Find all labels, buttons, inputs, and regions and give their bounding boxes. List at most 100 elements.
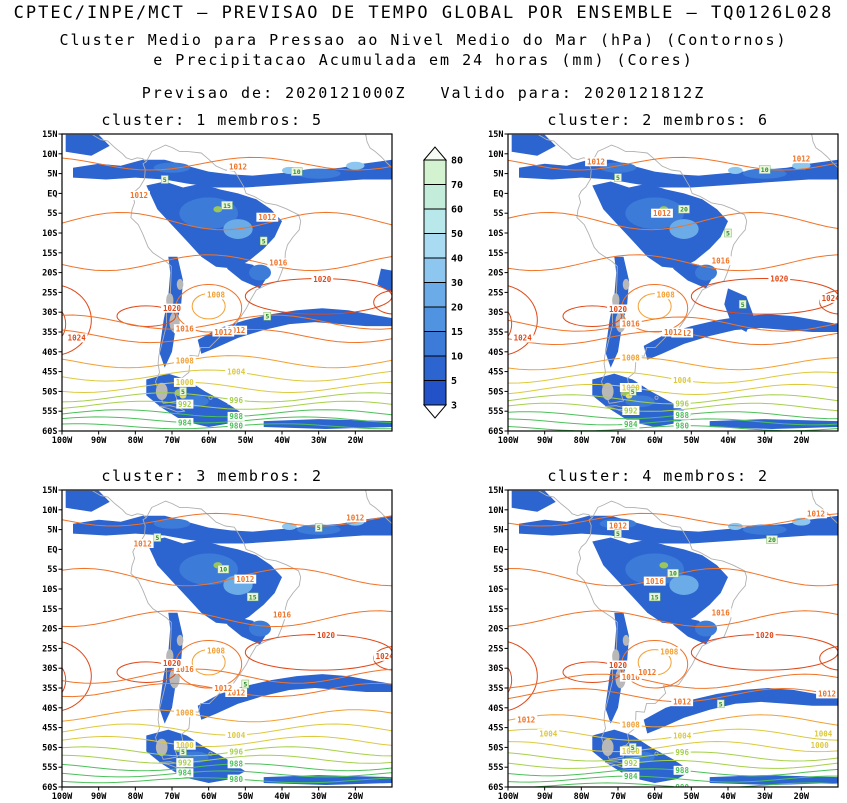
lon-tick-label: 80W — [574, 436, 590, 446]
lat-tick-label: 15S — [488, 605, 503, 615]
lat-tick-label: 5N — [47, 170, 57, 180]
plot-subtitle-2: e Precipitacao Acumulada em 24 horas (mm… — [153, 51, 694, 69]
lon-tick-label: 50W — [684, 792, 700, 802]
lat-tick-label: 10S — [42, 585, 57, 595]
lat-tick-label: 25S — [488, 288, 503, 298]
svg-text:1004: 1004 — [227, 731, 246, 740]
svg-text:10: 10 — [761, 166, 769, 174]
lat-tick-label: EQ — [47, 189, 57, 199]
lon-tick-label: 90W — [537, 792, 553, 802]
lat-tick-label: EQ — [493, 545, 503, 555]
svg-text:5: 5 — [243, 681, 247, 689]
svg-text:5: 5 — [741, 301, 745, 309]
lat-tick-label: 10N — [42, 506, 57, 516]
svg-text:996: 996 — [229, 747, 243, 756]
colorbar-segment — [423, 331, 447, 357]
lat-tick-label: 20S — [488, 269, 503, 279]
lat-tick-label: 30S — [488, 308, 503, 318]
lat-tick-label: 10S — [42, 229, 57, 239]
panel-cluster-4: cluster: 4 membros: 2 101610121008100410… — [474, 466, 842, 803]
svg-text:1020: 1020 — [770, 274, 789, 283]
svg-text:992: 992 — [624, 406, 638, 415]
lon-tick-label: 70W — [164, 436, 180, 446]
panel-cluster-1-title: cluster: 1 membros: 5 — [101, 111, 323, 129]
panel-cluster-2: cluster: 2 membros: 6 1016 1012 1008 1004 10… — [474, 110, 842, 450]
svg-text:996: 996 — [229, 396, 243, 405]
svg-text:20: 20 — [768, 536, 776, 544]
lon-tick-label: 40W — [274, 436, 290, 446]
svg-text:1012: 1012 — [587, 158, 605, 167]
svg-text:1012: 1012 — [130, 191, 148, 200]
svg-text:1016: 1016 — [622, 673, 641, 682]
svg-text:1008: 1008 — [207, 647, 226, 656]
lon-tick-label: 20W — [794, 436, 810, 446]
lon-tick-label: 100W — [52, 792, 73, 802]
svg-text:1012: 1012 — [664, 328, 682, 337]
lon-tick-label: 20W — [348, 436, 364, 446]
colorbar-segment — [423, 282, 447, 308]
lon-tick-label: 100W — [52, 436, 73, 446]
lat-tick-label: 10N — [488, 150, 503, 160]
lat-tick-label: 35S — [42, 328, 57, 338]
colorbar-tick-label: 5 — [451, 376, 457, 387]
panel-cluster-1: cluster: 1 membros: 5 1016 1012 1008 1004 10… — [28, 110, 396, 450]
lon-tick-label: 30W — [757, 792, 773, 802]
svg-text:5: 5 — [262, 237, 266, 245]
lon-tick-label: 30W — [311, 792, 327, 802]
lat-tick-label: 55S — [488, 407, 503, 417]
lat-tick-label: 50S — [42, 387, 57, 397]
svg-text:988: 988 — [675, 411, 689, 420]
svg-text:1024: 1024 — [376, 652, 395, 661]
svg-text:984: 984 — [178, 769, 192, 778]
lon-tick-label: 20W — [348, 792, 364, 802]
precip-colorbar: 80 70 60 50 40 30 20 15 10 5 3 — [422, 146, 463, 419]
lat-tick-label: 35S — [488, 328, 503, 338]
colorbar-top-arrow — [422, 146, 448, 161]
svg-text:5: 5 — [726, 230, 730, 238]
lat-tick-label: 45S — [488, 368, 503, 378]
svg-text:5: 5 — [631, 388, 635, 396]
precipitation-layer — [65, 490, 392, 785]
lat-tick-label: 15N — [42, 486, 57, 496]
svg-text:996: 996 — [675, 748, 689, 757]
lat-tick-label: 30S — [42, 664, 57, 674]
svg-text:1012: 1012 — [214, 684, 232, 693]
lat-tick-label: 5N — [493, 170, 503, 180]
colorbar-tick-label: 40 — [451, 254, 463, 265]
lon-tick-label: 50W — [238, 436, 254, 446]
lon-tick-label: 90W — [537, 436, 553, 446]
lat-tick-label: 50S — [42, 743, 57, 753]
svg-text:1012: 1012 — [517, 716, 535, 725]
lat-tick-label: 45S — [42, 724, 57, 734]
svg-text:1012: 1012 — [229, 162, 247, 171]
svg-text:1000: 1000 — [811, 741, 830, 750]
init-label: Previsao de: — [141, 84, 275, 102]
svg-text:984: 984 — [178, 418, 192, 427]
svg-text:996: 996 — [675, 400, 689, 409]
init-time: 2020121000Z — [285, 84, 407, 102]
svg-text:10: 10 — [669, 570, 677, 578]
lon-tick-label: 20W — [794, 792, 810, 802]
lat-tick-label: 60S — [488, 427, 503, 437]
colorbar-tick-label: 10 — [451, 352, 463, 363]
colorbar-tick-label: 3 — [451, 401, 457, 412]
svg-text:1016: 1016 — [269, 259, 288, 268]
svg-text:1012: 1012 — [134, 539, 152, 548]
svg-text:5: 5 — [163, 176, 167, 184]
svg-text:1012: 1012 — [227, 688, 245, 697]
svg-text:1004: 1004 — [227, 368, 246, 377]
colorbar-segment — [423, 233, 447, 259]
colorbar-segment — [423, 380, 447, 406]
lat-tick-label: 55S — [488, 763, 503, 773]
lat-tick-label: 25S — [42, 644, 57, 654]
lat-tick-label: EQ — [493, 189, 503, 199]
svg-text:1012: 1012 — [227, 326, 245, 335]
precipitation-layer — [511, 134, 838, 429]
svg-text:1020: 1020 — [317, 631, 336, 640]
svg-text:1020: 1020 — [609, 661, 628, 670]
lat-tick-label: 15N — [488, 486, 503, 496]
lat-tick-label: 20S — [42, 625, 57, 635]
